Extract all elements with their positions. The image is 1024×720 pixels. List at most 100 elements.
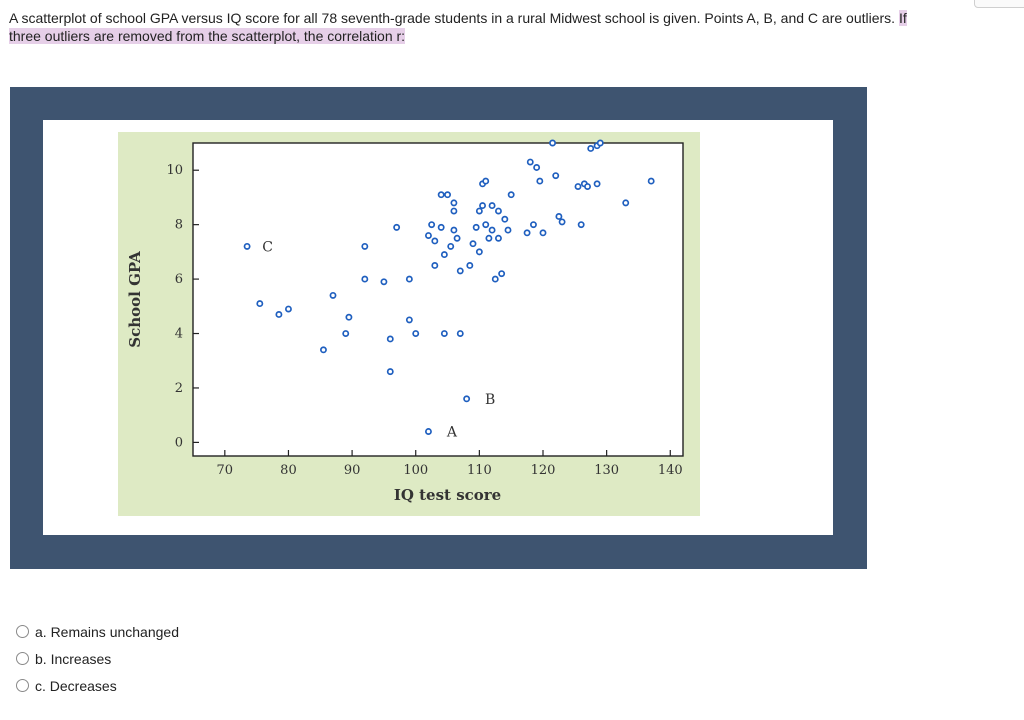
x-tick-label: 130 xyxy=(594,463,619,478)
data-point xyxy=(437,191,445,199)
data-point xyxy=(450,226,458,234)
option-b-label: b. Increases xyxy=(35,650,112,667)
data-point xyxy=(495,234,502,242)
data-point xyxy=(501,215,509,223)
data-point xyxy=(444,191,451,199)
data-point xyxy=(475,248,483,256)
data-point xyxy=(593,180,601,188)
data-point xyxy=(440,251,448,259)
data-point xyxy=(380,278,388,286)
data-point xyxy=(320,346,327,354)
data-point xyxy=(622,199,630,207)
question-text: A scatterplot of school GPA versus IQ sc… xyxy=(9,9,909,45)
data-point xyxy=(386,368,394,376)
data-point xyxy=(504,226,512,234)
answer-options: a. Remains unchanged b. Increases c. Dec… xyxy=(16,618,179,699)
data-point xyxy=(440,330,448,337)
data-point xyxy=(533,164,541,171)
outlier-label-a: A xyxy=(446,425,458,441)
data-point xyxy=(488,202,496,210)
radio-c[interactable] xyxy=(16,679,29,692)
data-point xyxy=(405,316,413,324)
data-point xyxy=(555,213,563,220)
data-point xyxy=(482,177,490,185)
radio-b[interactable] xyxy=(16,652,29,665)
data-point xyxy=(463,395,471,403)
data-point xyxy=(393,223,401,231)
x-axis-label: IQ test score xyxy=(394,486,501,504)
x-tick-label: 80 xyxy=(280,463,297,478)
data-point xyxy=(456,267,464,275)
data-point xyxy=(475,207,483,215)
data-point xyxy=(491,275,499,283)
data-point xyxy=(488,226,496,234)
data-point xyxy=(472,223,480,231)
data-point xyxy=(482,221,490,229)
data-point xyxy=(456,330,464,337)
option-b[interactable]: b. Increases xyxy=(16,645,179,672)
data-point xyxy=(495,207,502,215)
data-point xyxy=(584,183,591,190)
data-point xyxy=(256,300,264,308)
data-point xyxy=(466,262,474,269)
option-c[interactable]: c. Decreases xyxy=(16,672,179,699)
data-point xyxy=(485,234,493,242)
data-point xyxy=(549,139,556,147)
data-point xyxy=(342,330,350,337)
data-point xyxy=(345,313,353,321)
data-point xyxy=(450,207,458,215)
data-point xyxy=(453,234,461,242)
option-a-label: a. Remains unchanged xyxy=(35,623,179,640)
data-point xyxy=(530,221,537,229)
data-point xyxy=(431,237,439,245)
data-point xyxy=(647,177,655,185)
x-tick-label: 120 xyxy=(531,463,556,478)
y-tick-label: 8 xyxy=(175,218,183,233)
plot-area xyxy=(192,142,684,457)
y-tick-label: 0 xyxy=(175,435,183,450)
x-tick-label: 110 xyxy=(467,463,492,478)
radio-a[interactable] xyxy=(16,625,29,638)
y-tick-label: 4 xyxy=(175,327,183,342)
data-point xyxy=(437,223,445,231)
data-point xyxy=(507,191,515,199)
data-point xyxy=(526,158,534,166)
data-point xyxy=(275,311,283,318)
data-point xyxy=(405,275,413,283)
x-tick-label: 90 xyxy=(344,463,361,478)
data-point xyxy=(431,262,439,269)
data-point xyxy=(536,177,544,185)
data-point xyxy=(361,275,369,283)
option-c-label: c. Decreases xyxy=(35,677,117,694)
y-tick-label: 10 xyxy=(166,163,183,178)
data-point xyxy=(450,199,458,207)
scatterplot-chart: 70 80 90 100 110 120 130 140 0 2 4 6 8 10 A B C School … xyxy=(126,139,684,504)
data-point xyxy=(558,218,566,226)
y-tick-label: 2 xyxy=(175,381,183,396)
data-point xyxy=(539,229,547,237)
data-point xyxy=(243,242,251,250)
y-axis-label: School GPA xyxy=(126,251,144,348)
top-right-control[interactable] xyxy=(974,0,1024,8)
data-point xyxy=(469,240,477,248)
data-point xyxy=(329,291,337,299)
data-point xyxy=(428,221,436,229)
outlier-label-b: B xyxy=(485,392,495,408)
x-tick-label: 70 xyxy=(217,463,234,478)
data-point xyxy=(574,183,582,190)
data-point xyxy=(447,242,455,250)
y-tick-label: 6 xyxy=(175,272,183,287)
data-point xyxy=(479,202,486,210)
data-point xyxy=(523,229,531,237)
data-point xyxy=(285,305,292,313)
data-point xyxy=(552,172,560,180)
outlier-label-c: C xyxy=(262,239,273,255)
x-tick-label: 100 xyxy=(403,463,428,478)
data-point xyxy=(361,242,369,250)
x-tick-label: 140 xyxy=(658,463,683,478)
option-a[interactable]: a. Remains unchanged xyxy=(16,618,179,645)
question-body: A scatterplot of school GPA versus IQ sc… xyxy=(9,10,899,26)
data-point xyxy=(412,330,420,337)
data-point xyxy=(596,139,604,147)
data-point xyxy=(577,221,585,229)
